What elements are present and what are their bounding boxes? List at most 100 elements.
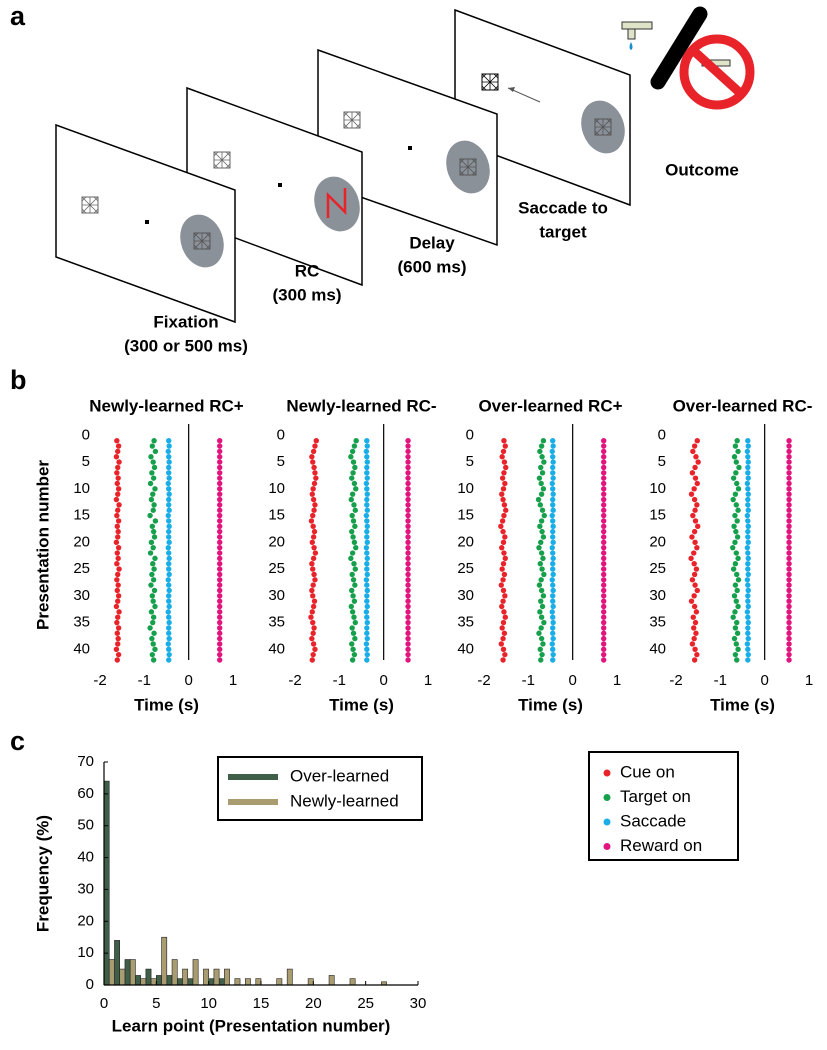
event-dot — [541, 619, 547, 626]
event-dot — [166, 496, 172, 503]
y-tick-label: 20 — [649, 533, 666, 550]
event-dot — [500, 486, 507, 492]
event-dot — [405, 646, 411, 653]
x-tick-label: 1 — [424, 672, 432, 689]
event-dot — [217, 443, 223, 449]
event-dot — [550, 587, 556, 594]
frame-caption: target — [539, 222, 587, 241]
event-dot — [733, 598, 739, 604]
event-dot — [363, 512, 370, 519]
event-dot — [115, 528, 121, 535]
event-dot — [405, 448, 411, 455]
event-dot — [152, 518, 159, 524]
event-dot — [786, 609, 792, 615]
event-dot — [113, 496, 120, 503]
event-dot — [538, 587, 545, 594]
event-dot — [550, 619, 556, 626]
event-dot — [217, 454, 223, 460]
event-dot — [541, 571, 547, 578]
panel-label: c — [10, 726, 25, 756]
event-dot — [115, 534, 121, 540]
event-dot — [363, 480, 370, 487]
event-dot — [733, 641, 739, 647]
y-tick-label: 35 — [268, 614, 285, 631]
stim-icon — [193, 232, 211, 250]
event-dot — [745, 657, 751, 663]
event-dot — [364, 443, 370, 449]
event-dot — [601, 571, 607, 578]
event-dot — [735, 555, 741, 562]
event-dot — [150, 614, 157, 620]
x-tick-label: -1 — [138, 672, 151, 689]
event-dot — [549, 641, 555, 647]
event-dot — [499, 566, 505, 572]
x-tick-label: 15 — [253, 995, 270, 1012]
event-dot — [539, 566, 545, 572]
event-dot — [745, 630, 751, 636]
event-dot — [694, 480, 700, 487]
event-dot — [688, 491, 695, 497]
x-tick-label: 5 — [152, 995, 160, 1012]
bar — [176, 978, 183, 986]
event-dot — [601, 646, 607, 653]
x-tick-label: 1 — [613, 672, 621, 689]
event-dot — [349, 609, 356, 615]
y-tick-label: 20 — [77, 912, 94, 929]
event-dot — [745, 534, 751, 540]
event-dot — [114, 550, 120, 556]
y-tick-label: 0 — [466, 426, 474, 443]
event-dot — [550, 630, 556, 636]
event-dot — [536, 582, 543, 588]
event-dot — [601, 550, 607, 556]
event-dot — [217, 448, 223, 455]
event-dot — [550, 593, 556, 599]
event-dot — [786, 555, 792, 562]
event-dot — [501, 571, 508, 578]
event-dot — [735, 448, 741, 455]
y-tick-label: 30 — [268, 587, 285, 604]
event-dot — [745, 646, 751, 653]
event-dot — [148, 582, 154, 588]
event-dot — [694, 437, 700, 444]
event-dot — [500, 561, 507, 567]
event-dot — [500, 646, 507, 653]
event-dot — [348, 603, 355, 610]
event-dot — [350, 518, 357, 524]
event-dot — [405, 577, 411, 583]
event-dot — [734, 587, 740, 594]
water-drop — [629, 42, 633, 50]
bar — [129, 959, 136, 986]
event-dot — [115, 507, 121, 513]
event-dot — [165, 609, 171, 615]
legend-label: Newly-learned — [290, 791, 399, 810]
event-dot — [691, 593, 697, 599]
bar — [182, 968, 189, 986]
event-dot — [549, 512, 555, 519]
event-dot — [150, 577, 157, 583]
y-tick-label: 30 — [77, 880, 94, 897]
event-dot — [601, 539, 607, 546]
event-dot — [217, 630, 223, 636]
event-dot — [349, 448, 356, 455]
bar — [166, 975, 173, 986]
event-dot — [786, 512, 792, 519]
event-dot — [786, 657, 792, 663]
event-dot — [217, 512, 223, 519]
event-dot — [601, 619, 607, 626]
event-dot — [348, 555, 354, 562]
event-dot — [149, 523, 156, 529]
event-dot — [691, 603, 698, 610]
event-dot — [786, 464, 792, 471]
event-dot — [115, 555, 121, 562]
y-tick-label: 0 — [82, 426, 90, 443]
event-dot — [550, 523, 556, 529]
event-dot — [688, 555, 694, 562]
event-dot — [350, 577, 357, 583]
event-dot — [786, 603, 792, 610]
event-dot — [310, 593, 316, 599]
stim-icon — [459, 158, 477, 176]
event-dot — [217, 571, 223, 578]
frame-caption: (300 or 500 ms) — [124, 336, 248, 355]
event-dot — [405, 454, 411, 460]
event-dot — [731, 635, 738, 642]
